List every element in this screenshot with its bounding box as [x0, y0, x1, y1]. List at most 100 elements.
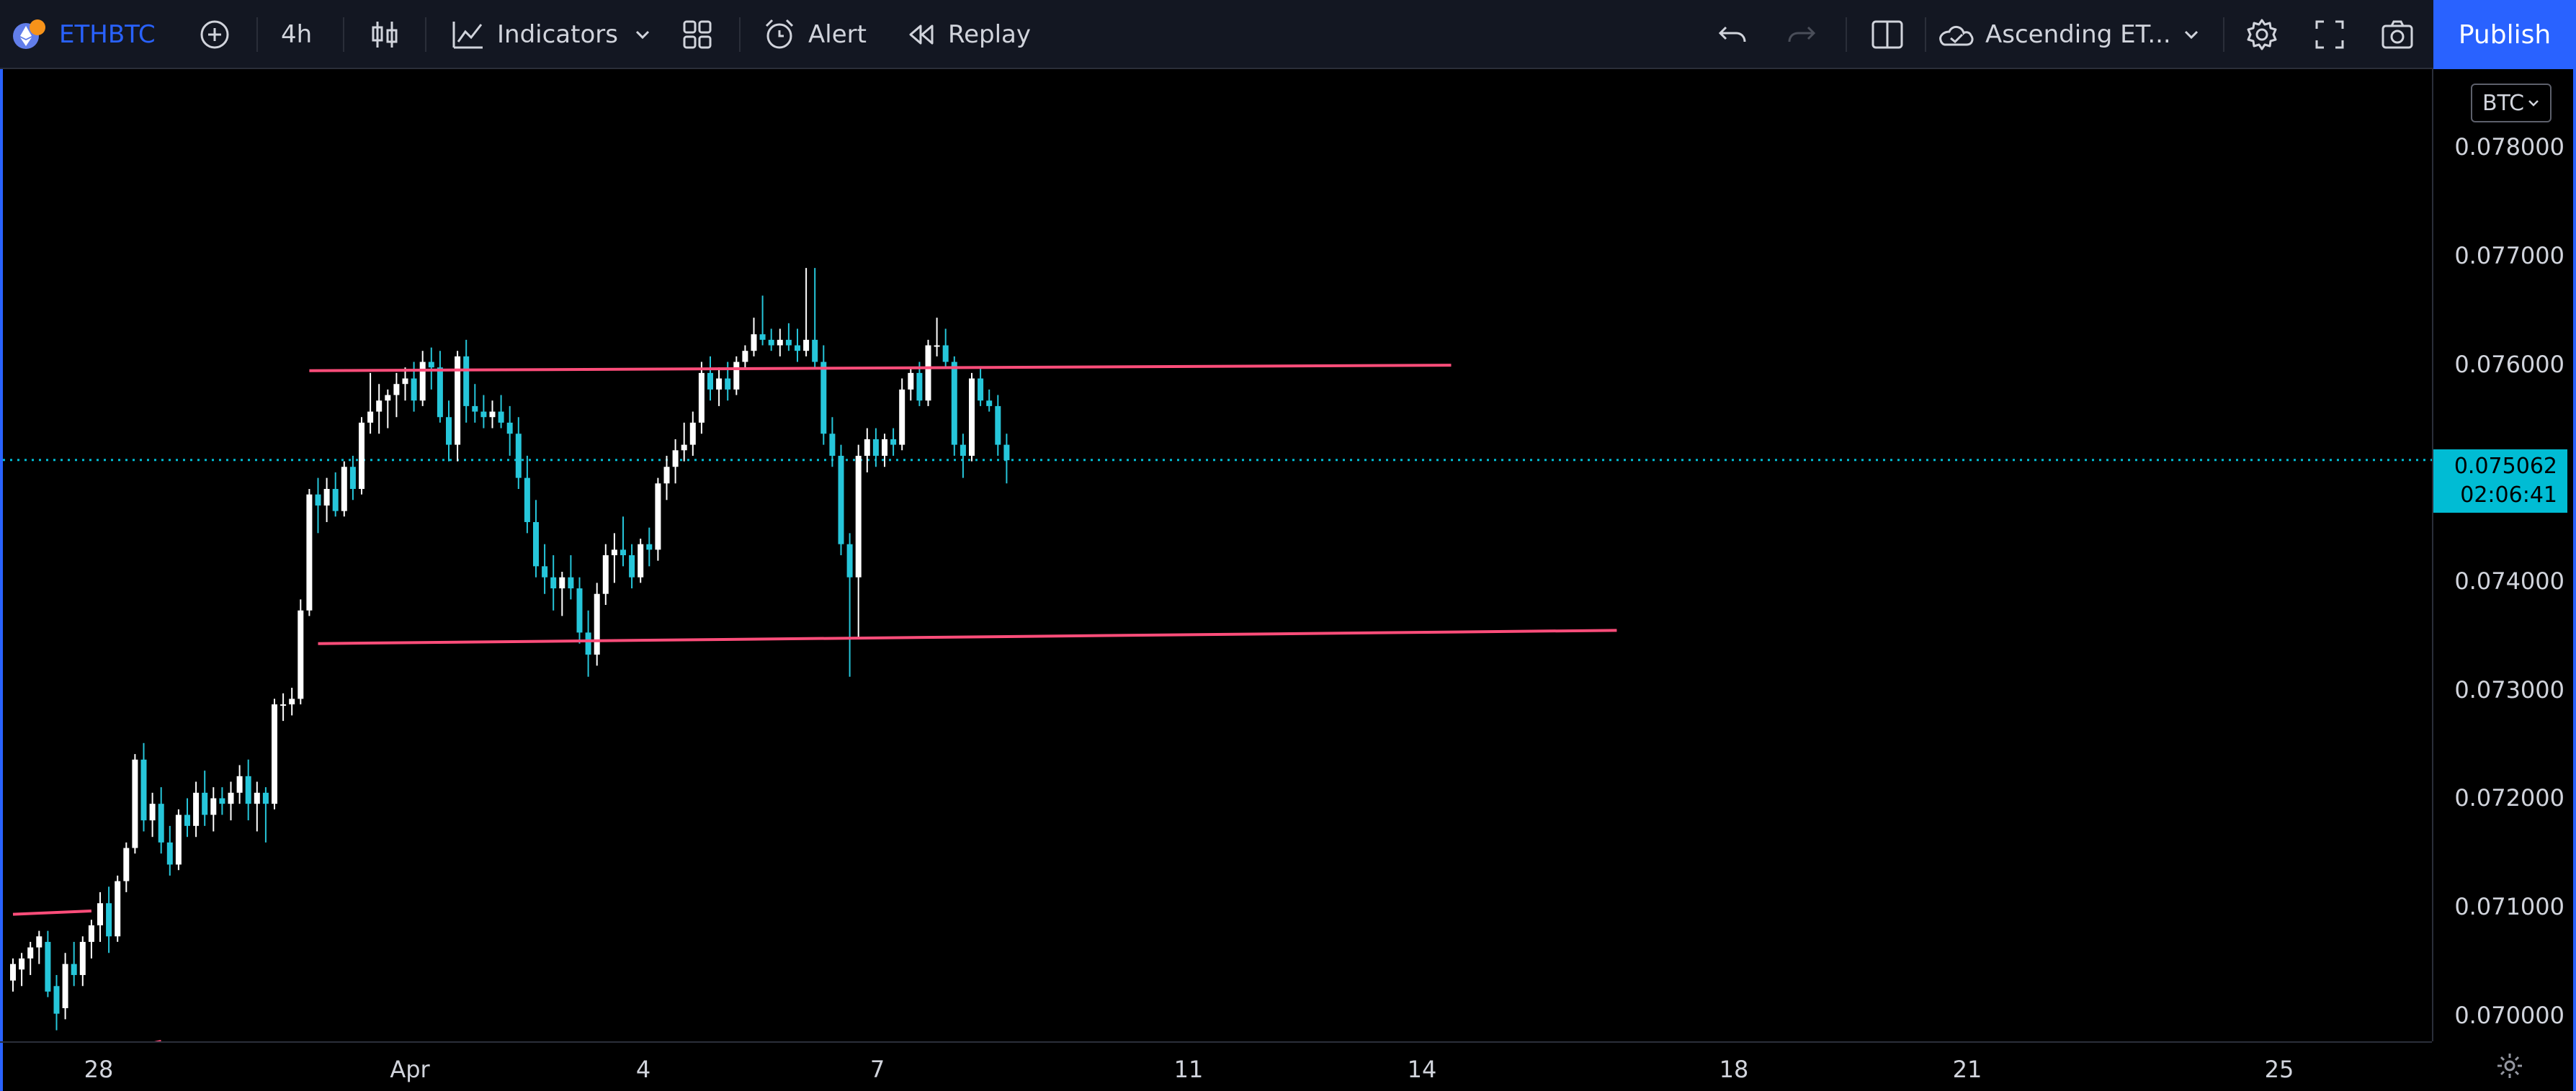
candle-body [289, 699, 295, 705]
candle-body [672, 450, 679, 467]
candle-body [446, 417, 452, 445]
layout-dropdown[interactable] [2181, 0, 2201, 69]
interval-button[interactable]: 4h [281, 0, 312, 69]
price-tick: 0.073000 [2454, 676, 2564, 704]
candle-body [53, 986, 60, 1014]
columns-icon [1871, 20, 1903, 49]
candle-body [411, 378, 417, 401]
candle-body [820, 362, 827, 434]
candle-body [795, 345, 800, 351]
indicators-button[interactable]: Indicators [450, 0, 618, 69]
screenshot-button[interactable] [2379, 0, 2416, 69]
redo-icon [1788, 26, 1816, 42]
candle-body [489, 411, 496, 418]
candle-body [236, 776, 243, 793]
candle-body [638, 544, 644, 578]
add-symbol-button[interactable] [196, 0, 233, 69]
candle-body [123, 848, 130, 881]
last-price-label: 0.075062 02:06:41 [2433, 449, 2567, 513]
candle-body [376, 400, 383, 412]
candle-body [986, 400, 993, 406]
redo-button[interactable] [1782, 0, 1820, 69]
candle-body [385, 395, 391, 401]
chart-type-button[interactable] [366, 0, 403, 69]
time-tick: 28 [84, 1056, 114, 1083]
rewind-icon [909, 24, 934, 45]
indicators-dropdown[interactable] [632, 0, 653, 69]
candle-body [262, 792, 269, 804]
candle-body [149, 804, 156, 821]
candle-body [323, 488, 330, 506]
trendline [12, 909, 91, 916]
undo-button[interactable] [1714, 0, 1752, 69]
candle-body [463, 356, 470, 406]
replay-button[interactable]: Replay [902, 0, 1031, 69]
candle-body [934, 345, 940, 347]
layout-split-button[interactable] [1869, 0, 1906, 69]
alert-button[interactable]: Alert [761, 0, 867, 69]
candle-body [419, 362, 426, 401]
candle-body [115, 881, 121, 937]
time-tick: 25 [2264, 1056, 2294, 1083]
candle-body [742, 351, 748, 362]
candle-body [341, 467, 347, 511]
price-axis[interactable]: 0.078000 0.077000 0.076000 0.074000 0.07… [2432, 69, 2576, 1041]
price-tick: 0.078000 [2454, 133, 2564, 161]
candle-body [559, 577, 565, 589]
symbol-button[interactable]: ETHBTC [12, 0, 156, 69]
candle-body [524, 477, 530, 522]
price-chart[interactable] [3, 69, 2435, 1041]
fullscreen-button[interactable] [2311, 0, 2348, 69]
price-tick: 0.076000 [2454, 351, 2564, 378]
bar-countdown: 02:06:41 [2460, 482, 2557, 508]
candle-body [533, 521, 539, 567]
candle-body [158, 804, 164, 843]
layout-name-button[interactable]: Ascending ET... [1935, 0, 2171, 69]
time-axis[interactable]: 28 Apr 4 7 11 14 18 21 25 [0, 1041, 2432, 1091]
price-tick: 0.070000 [2454, 1002, 2564, 1029]
candle-body [785, 339, 792, 346]
time-tick: 4 [635, 1056, 651, 1083]
candle-body [193, 792, 200, 826]
candle-body [838, 455, 844, 544]
time-tick: 18 [1719, 1056, 1749, 1083]
candle-body [602, 555, 609, 594]
templates-button[interactable] [679, 0, 716, 69]
top-toolbar: ETHBTC 4h Indicators [0, 0, 2576, 69]
undo-icon [1718, 26, 1746, 42]
candle-body [228, 792, 234, 804]
candle-body [437, 367, 443, 418]
candle-body [768, 339, 774, 346]
candle-body [498, 411, 504, 423]
publish-button[interactable]: Publish [2433, 0, 2576, 69]
chevron-down-icon [2528, 100, 2539, 107]
candle-body [272, 704, 277, 804]
chevron-down-icon [2184, 30, 2199, 40]
settings-button[interactable] [2243, 0, 2281, 69]
candles-icon [372, 22, 398, 48]
candle-body [359, 422, 365, 489]
time-tick: 11 [1173, 1056, 1204, 1083]
candle-body [515, 434, 522, 478]
candle-body [951, 362, 957, 445]
candle-body [978, 378, 984, 401]
candle-body [855, 455, 862, 578]
candle-body [166, 842, 173, 865]
grid-icon [683, 20, 712, 49]
candle-body [707, 372, 713, 390]
candle-body [219, 798, 225, 804]
candle-body [428, 362, 434, 368]
candle-body [10, 964, 16, 981]
candle-body [472, 405, 478, 412]
candle-body [506, 422, 513, 434]
candle-body [620, 549, 626, 555]
candle-body [298, 610, 304, 699]
indicators-icon [452, 22, 483, 49]
axis-settings-gear-icon[interactable] [2494, 1050, 2526, 1082]
currency-label: BTC [2482, 90, 2525, 116]
currency-selector[interactable]: BTC [2471, 84, 2552, 122]
chart-pane[interactable] [0, 69, 2576, 1091]
alert-label: Alert [808, 20, 867, 49]
candle-body [725, 378, 731, 390]
camera-icon [2382, 20, 2413, 49]
